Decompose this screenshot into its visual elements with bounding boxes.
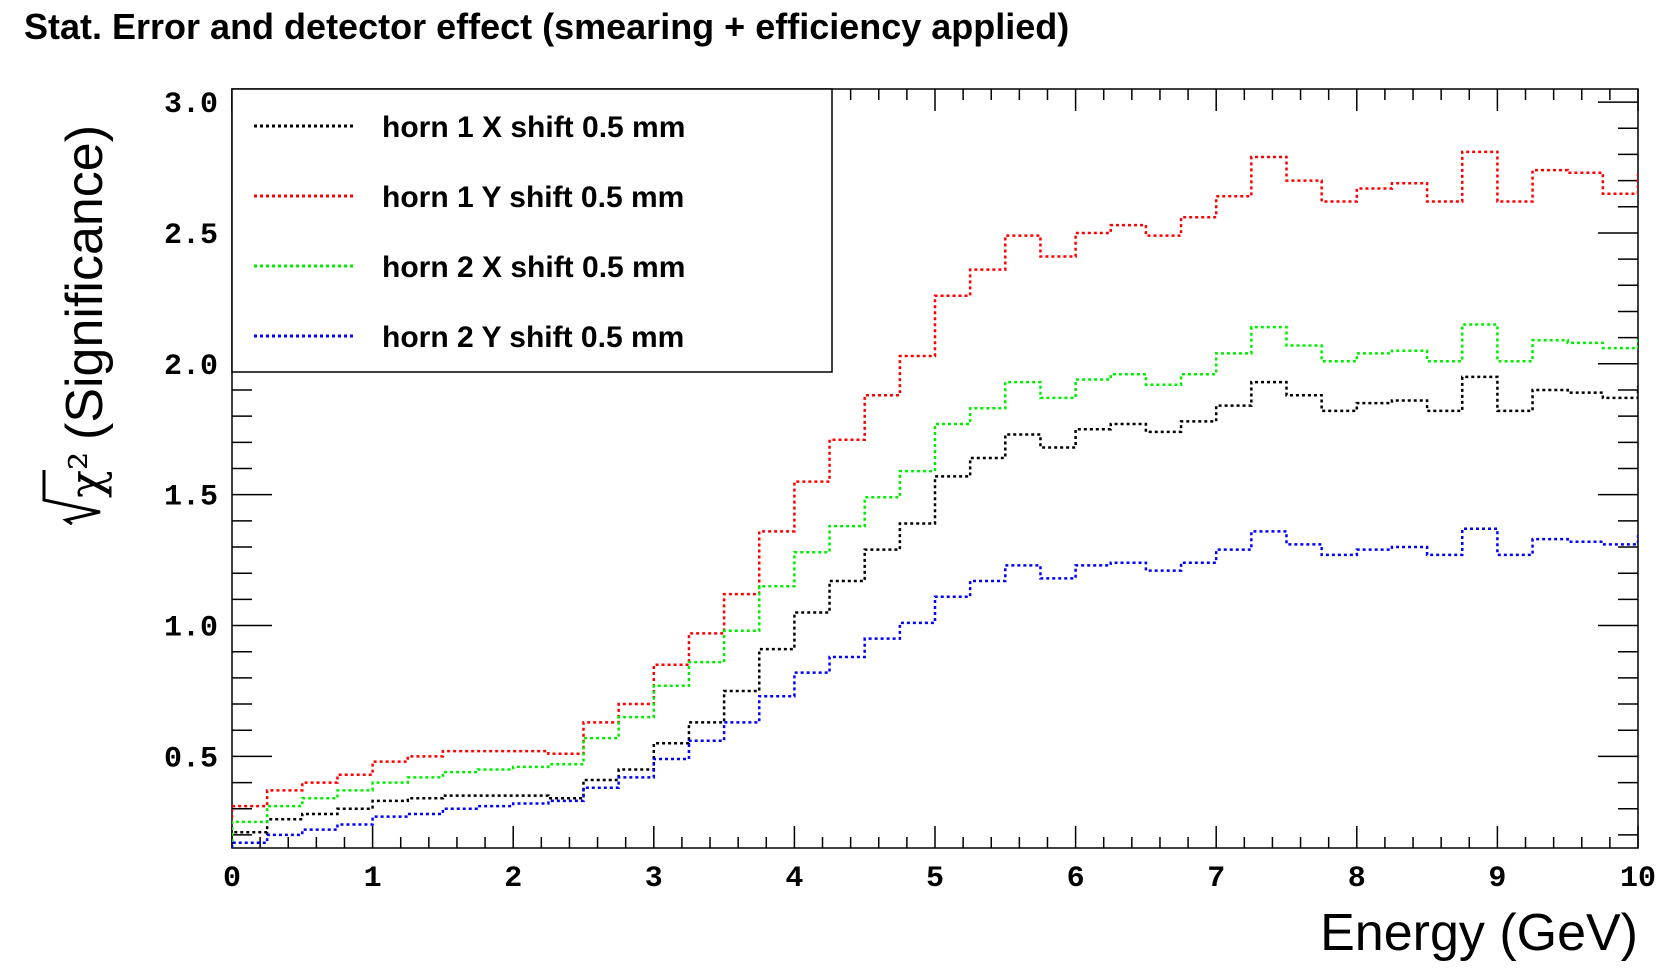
chart-title: Stat. Error and detector effect (smearin… [24,6,1070,47]
legend-label-3: horn 2 X shift 0.5 mm [382,251,685,284]
axis-tick-labels: 0 1 2 3 4 5 6 7 8 9 10 0.5 1.0 1.5 2.0 2.5 3.0 [164,88,1656,896]
legend-label-1: horn 1 X shift 0.5 mm [382,111,685,144]
legend: horn 1 X shift 0.5 mm horn 1 Y shift 0.5 … [231,88,833,373]
y-axis-label: (Significance) [56,125,114,440]
y-tick-label: 3.0 [164,88,218,122]
x-tick-label: 2 [504,862,522,896]
series-line-1 [232,375,1638,848]
sqrt-symbol [42,470,101,526]
legend-box [231,88,833,373]
x-tick-label: 10 [1620,862,1656,896]
legend-label-4: horn 2 Y shift 0.5 mm [382,321,684,354]
series-line-2 [232,150,1638,848]
x-tick-label: 0 [223,862,241,896]
x-tick-label: 6 [1067,862,1085,896]
legend-label-2: horn 1 Y shift 0.5 mm [382,181,684,214]
y-tick-label: 1.0 [164,612,218,646]
x-tick-label: 1 [364,862,382,896]
y-tick-label: 0.5 [164,742,218,776]
series-line-4 [232,527,1638,848]
y-axis-title: χ² (Significance) [42,125,114,526]
chi-squared-symbol: χ² [59,452,113,498]
x-tick-label: 5 [926,862,944,896]
y-tick-label: 2.0 [164,350,218,384]
x-tick-label: 9 [1488,862,1506,896]
y-tick-label: 1.5 [164,481,218,515]
x-tick-label: 3 [645,862,663,896]
legend-entries: horn 1 X shift 0.5 mm horn 1 Y shift 0.5 … [254,111,685,354]
series-group [232,150,1638,848]
x-axis-title: Energy (GeV) [1320,904,1638,962]
series-line-3 [232,323,1638,848]
x-tick-label: 7 [1207,862,1225,896]
x-tick-label: 8 [1348,862,1366,896]
y-tick-label: 2.5 [164,219,218,253]
x-tick-label: 4 [785,862,803,896]
